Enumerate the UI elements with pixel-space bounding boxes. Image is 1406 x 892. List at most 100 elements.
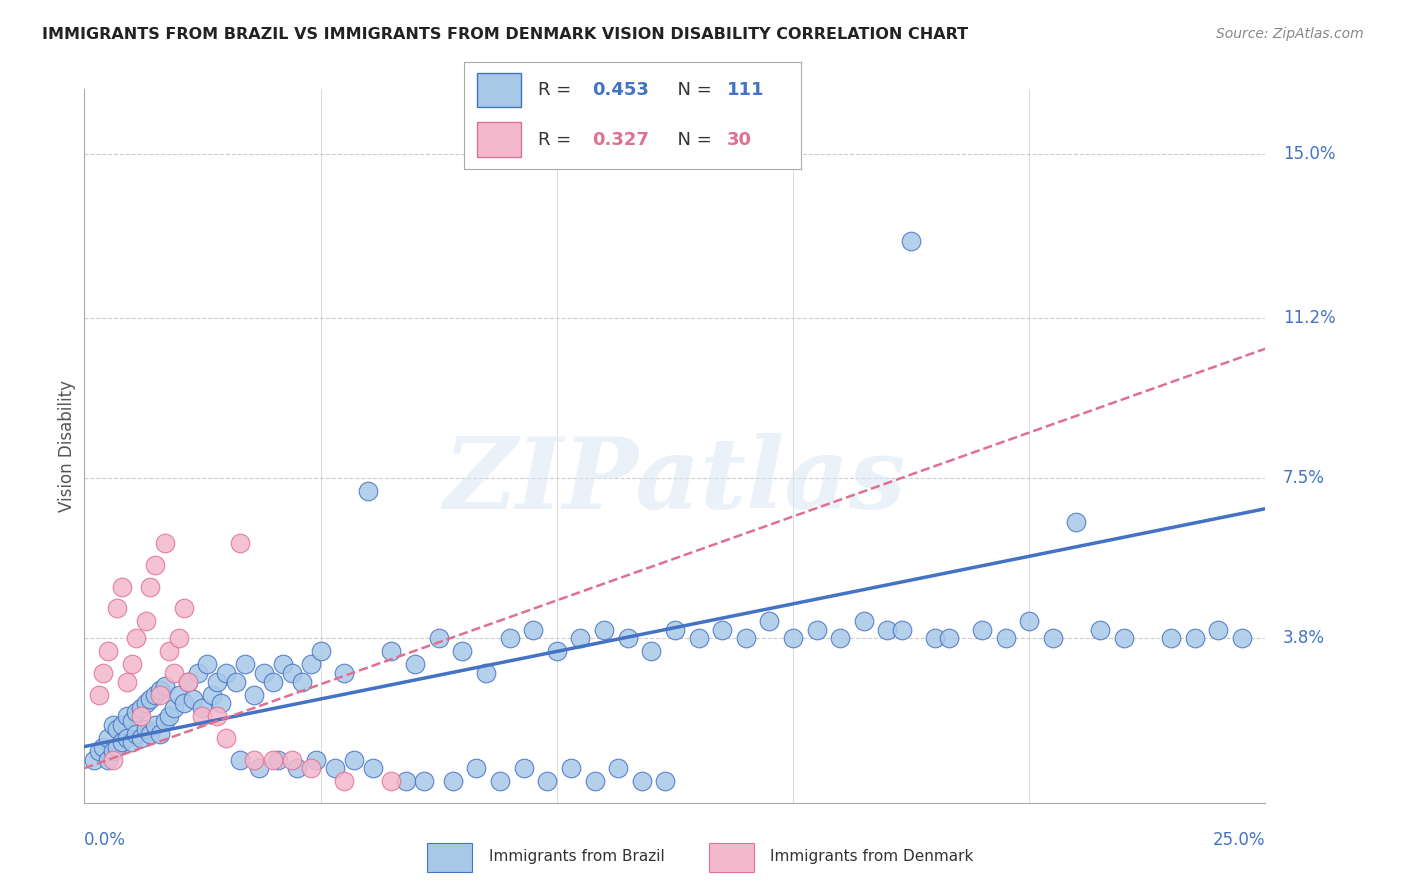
- Point: [129, 731, 152, 745]
- Point: [187, 666, 209, 681]
- Point: [121, 735, 143, 749]
- Text: 0.453: 0.453: [592, 81, 650, 99]
- Point: [427, 632, 450, 646]
- Point: [512, 761, 534, 775]
- Text: Source: ZipAtlas.com: Source: ZipAtlas.com: [1216, 27, 1364, 41]
- Text: 3.8%: 3.8%: [1284, 630, 1324, 648]
- Point: [97, 644, 120, 658]
- Point: [546, 644, 568, 658]
- Point: [97, 731, 120, 745]
- Point: [413, 774, 436, 789]
- Point: [640, 644, 662, 658]
- Point: [593, 623, 616, 637]
- Point: [758, 614, 780, 628]
- Point: [560, 761, 582, 775]
- Point: [938, 632, 960, 646]
- Point: [734, 632, 756, 646]
- Point: [1042, 632, 1064, 646]
- Point: [201, 688, 224, 702]
- Point: [83, 753, 105, 767]
- Point: [125, 705, 148, 719]
- Point: [465, 761, 488, 775]
- Point: [309, 644, 332, 658]
- Point: [711, 623, 734, 637]
- Text: N =: N =: [666, 81, 718, 99]
- Point: [380, 774, 402, 789]
- Point: [173, 696, 195, 710]
- Point: [1184, 632, 1206, 646]
- Point: [1066, 515, 1088, 529]
- FancyBboxPatch shape: [427, 843, 472, 872]
- Text: 7.5%: 7.5%: [1284, 469, 1324, 487]
- Point: [247, 761, 270, 775]
- Point: [87, 744, 110, 758]
- Point: [333, 774, 356, 789]
- Point: [1018, 614, 1040, 628]
- Point: [91, 666, 114, 681]
- Text: 15.0%: 15.0%: [1284, 145, 1336, 163]
- Point: [143, 688, 166, 702]
- Point: [107, 739, 129, 754]
- Point: [305, 753, 328, 767]
- Point: [536, 774, 558, 789]
- Text: 25.0%: 25.0%: [1213, 831, 1265, 849]
- Point: [1088, 623, 1111, 637]
- Point: [153, 714, 176, 728]
- Point: [1206, 623, 1229, 637]
- Point: [215, 731, 238, 745]
- Text: IMMIGRANTS FROM BRAZIL VS IMMIGRANTS FROM DENMARK VISION DISABILITY CORRELATION : IMMIGRANTS FROM BRAZIL VS IMMIGRANTS FRO…: [42, 27, 969, 42]
- Point: [900, 234, 922, 248]
- Point: [111, 735, 134, 749]
- Point: [149, 726, 172, 740]
- Point: [299, 657, 322, 672]
- Point: [111, 718, 134, 732]
- Point: [173, 601, 195, 615]
- Text: R =: R =: [538, 130, 578, 148]
- Point: [262, 753, 284, 767]
- Point: [333, 666, 356, 681]
- FancyBboxPatch shape: [709, 843, 754, 872]
- Y-axis label: Vision Disability: Vision Disability: [58, 380, 76, 512]
- Point: [209, 696, 232, 710]
- Point: [225, 674, 247, 689]
- Point: [149, 688, 172, 702]
- Text: R =: R =: [538, 81, 578, 99]
- Point: [782, 632, 804, 646]
- Point: [451, 644, 474, 658]
- Point: [129, 709, 152, 723]
- Point: [616, 632, 638, 646]
- Point: [157, 644, 180, 658]
- Point: [253, 666, 276, 681]
- Point: [630, 774, 652, 789]
- FancyBboxPatch shape: [478, 73, 522, 107]
- Point: [125, 632, 148, 646]
- Point: [357, 484, 380, 499]
- Point: [205, 674, 228, 689]
- Point: [262, 674, 284, 689]
- Point: [243, 753, 266, 767]
- Point: [688, 632, 710, 646]
- Point: [404, 657, 426, 672]
- Point: [91, 739, 114, 754]
- Point: [876, 623, 898, 637]
- Point: [135, 614, 157, 628]
- Point: [806, 623, 828, 637]
- Point: [890, 623, 912, 637]
- Point: [583, 774, 606, 789]
- Point: [167, 688, 190, 702]
- Point: [163, 700, 186, 714]
- Point: [475, 666, 498, 681]
- Point: [153, 679, 176, 693]
- Point: [101, 718, 124, 732]
- Point: [291, 674, 314, 689]
- Point: [522, 623, 544, 637]
- Point: [852, 614, 875, 628]
- Point: [129, 700, 152, 714]
- Point: [107, 601, 129, 615]
- Point: [229, 536, 252, 550]
- Point: [361, 761, 384, 775]
- Point: [149, 683, 172, 698]
- Text: 0.327: 0.327: [592, 130, 650, 148]
- Point: [139, 726, 162, 740]
- Point: [489, 774, 512, 789]
